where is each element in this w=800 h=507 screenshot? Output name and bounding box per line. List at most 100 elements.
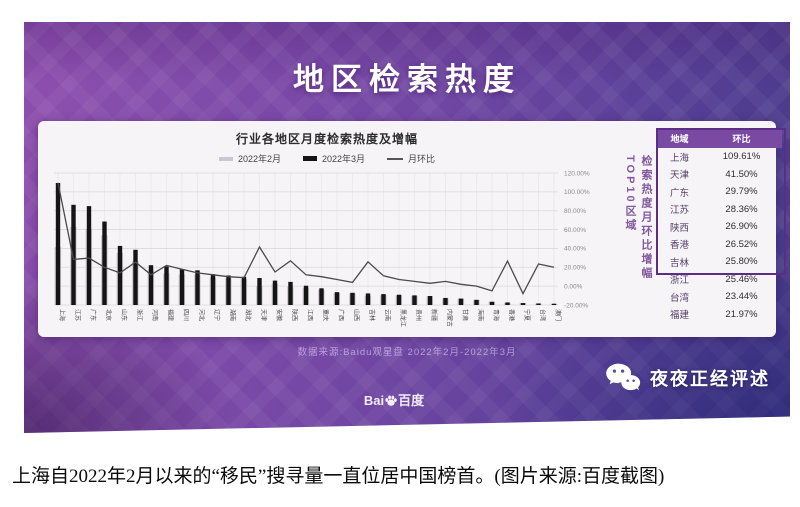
ratio-cell: 25.46% [725,273,758,285]
table-row: 天津 41.50% [658,166,782,184]
x-axis-tick: 台湾 [539,309,547,321]
region-cell: 江苏 [670,205,690,217]
region-cell: 浙江 [670,275,690,287]
region-cell: 天津 [670,170,690,182]
table-row: 陕西 26.90% [658,218,782,236]
region-table-head: 地域 环比 [658,129,782,148]
bar-mar [55,183,61,305]
bar-mar [443,297,448,305]
legend-label: 2022年2月 [237,154,281,164]
bar-mar [257,278,262,305]
x-axis-tick: 湖北 [244,309,252,321]
y-axis-tick: -20.00% [564,302,588,309]
table-row: 上海 109.61% [658,148,782,166]
region-cell: 吉林 [670,257,690,269]
x-axis-tick: 河北 [198,309,206,321]
x-axis-tick: 山西 [353,309,361,321]
bar-mar [148,265,154,305]
x-axis-tick: 浙江 [136,309,144,321]
x-axis-tick: 新疆 [430,309,438,321]
bar-mar [334,292,340,305]
ratio-cell: 41.50% [725,168,758,180]
chart-title: 行业各地区月度检索热度及增幅 [235,132,418,146]
bar-mar [86,206,92,305]
chart-card: 行业各地区月度检索热度及增幅 2022年2月 2022年3月 月环比 120.00%… [38,121,786,337]
ratio-cell: 25.80% [725,256,758,268]
x-axis-tick: 云南 [384,309,392,321]
bar-mar [551,303,557,305]
poster: 地区检索热度 行业各地区月度检索热度及增幅 2022年2月 2022年3月 月环比 … [24,22,790,433]
watermark: 夜夜正经评述 [605,362,770,393]
legend-item-1: 2022年3月 [302,152,366,165]
bar-mar [458,298,464,305]
bar-mar [412,295,417,305]
ratio-cell: 26.52% [725,238,758,250]
chart-legend: 2022年2月 2022年3月 月环比 [38,152,616,165]
ratio-cell: 109.61% [722,151,761,163]
table-row: 江苏 28.36% [658,201,782,219]
table-row: 台湾 23.44% [658,288,782,306]
top10-side-label: 检索热度月环比增幅TOP10区域 [624,155,652,281]
region-table-body: 上海 109.61% 天津 41.50% 广东 29.79% 江苏 28.36% 陕西 26.90… [658,148,782,323]
bar-mar [164,266,169,305]
x-axis-tick: 吉林 [368,309,376,321]
bar-mar [365,293,371,305]
x-axis-tick: 香港 [508,309,516,321]
x-axis-tick: 澳门 [554,309,562,321]
y-axis-tick: 60.00% [564,227,586,234]
legend-label: 月环比 [408,154,436,164]
bar-mar [179,269,185,305]
x-axis-tick: 甘肃 [461,309,469,321]
x-axis-tick: 河南 [151,309,159,321]
bars-march [55,183,557,305]
y-axis-tick: 120.00% [564,170,590,177]
bar-mar [350,292,355,305]
bar-mar [505,302,510,305]
baidu-logo-suffix: 百度 [398,393,425,408]
bar-mar [117,245,123,305]
region-table: 地域 环比 上海 109.61% 天津 41.50% 广东 29.79% 江苏 28.36% 陕西… [658,129,782,323]
bar-mar [396,294,402,305]
x-axis-tick: 山东 [120,309,128,321]
ratio-cell: 26.90% [725,221,758,233]
x-axis-tick: 广东 [89,309,97,321]
ratio-cell: 28.36% [725,203,758,215]
x-axis-tick: 辽宁 [213,309,221,321]
y-axis-tick: 100.00% [564,189,590,196]
legend-line-swatch [387,157,404,160]
ratio-cell: 29.79% [725,186,758,198]
legend-bar-swatch [302,156,317,161]
y-axis-tick: 40.00% [564,246,586,253]
x-axis-tick: 江西 [306,309,313,321]
bar-mar [226,275,231,305]
table-header-cell: 地域 [658,129,702,148]
x-axis-tick: 贵州 [415,309,423,321]
bar-mar [474,299,479,305]
bar-mar [427,296,433,305]
baidu-logo-prefix: Bai [363,393,385,408]
wechat-icon [606,363,641,391]
bar-mar [102,221,107,305]
bar-mar [288,281,293,305]
region-cell: 台湾 [670,292,690,304]
x-axis-tick: 福建 [167,309,175,321]
bar-mar [319,288,324,305]
x-axis-tick: 广西 [337,309,345,321]
watermark-text: 夜夜正经评述 [650,368,770,389]
y-axis-tick: 80.00% [564,208,586,215]
ratio-cell: 23.44% [725,291,758,303]
data-source-note: 数据来源:Baidu观星盘 2022年2月-2022年3月 [297,347,517,358]
legend-item-2: 月环比 [387,152,435,165]
x-axis-tick: 海南 [477,309,485,321]
legend-item-0: 2022年2月 [218,152,281,165]
baidu-paw-icon [385,395,397,406]
table-row: 香港 26.52% [658,236,782,254]
heat-chart: 120.00% 100.00% 80.00% 60.00% 40.00% 20.00% 0.… [54,170,590,327]
x-axis-tick: 天津 [260,309,267,321]
region-cell: 广东 [670,187,690,199]
legend-label: 2022年3月 [321,154,366,164]
region-cell: 陕西 [670,222,690,234]
bar-mar [241,276,247,305]
bar-mar [195,270,200,305]
